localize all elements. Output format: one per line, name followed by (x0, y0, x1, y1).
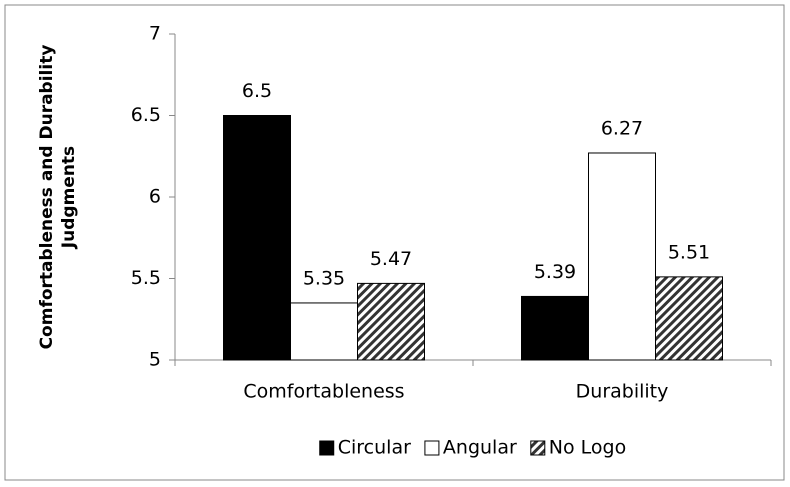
value-label: 5.47 (370, 248, 412, 270)
y-tick-label: 6 (149, 186, 161, 208)
bar (223, 115, 291, 361)
y-tick-label: 5 (149, 349, 161, 371)
legend-label: Circular (338, 437, 411, 459)
value-label: 5.39 (534, 261, 576, 283)
value-label: 6.27 (601, 117, 643, 139)
value-label: 5.35 (303, 267, 345, 289)
legend-swatch (530, 440, 546, 456)
bar (521, 295, 589, 361)
x-tick-label: Comfortableness (243, 381, 404, 403)
legend-swatch (319, 440, 335, 456)
x-tick-label: Durability (576, 381, 669, 403)
value-label: 5.51 (668, 241, 710, 263)
y-tick-label: 5.5 (131, 267, 161, 289)
legend-label: Angular (443, 437, 517, 459)
bar (588, 152, 656, 361)
value-label: 6.5 (242, 80, 272, 102)
y-axis-label: Comfortableness and Durability Judgments (37, 44, 79, 350)
bar (655, 276, 723, 361)
y-tick-label: 7 (149, 23, 161, 45)
bar (357, 282, 425, 361)
legend-label: No Logo (549, 437, 626, 459)
y-tick-label: 6.5 (131, 104, 161, 126)
legend-swatch (424, 440, 440, 456)
bar (290, 302, 358, 361)
